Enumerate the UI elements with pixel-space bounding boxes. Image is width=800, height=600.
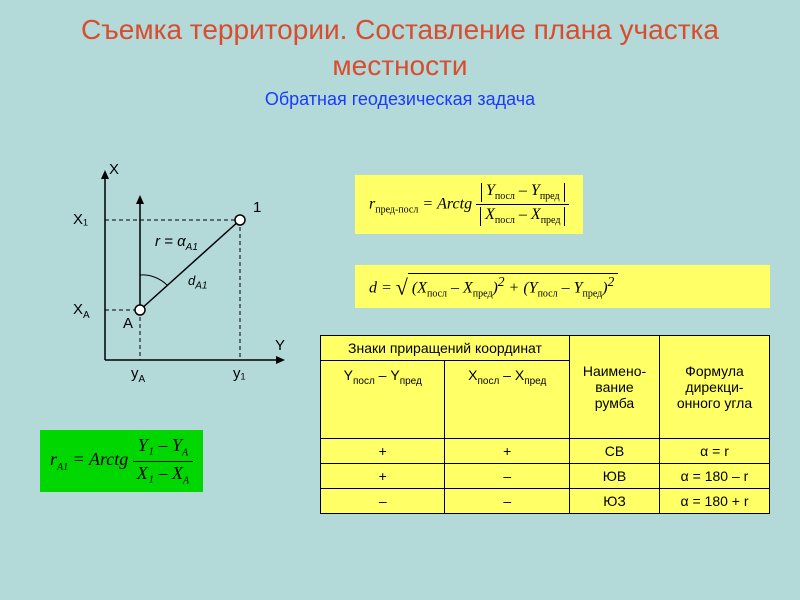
point-1: 1 <box>253 199 261 216</box>
subtitle: Обратная геодезическая задача <box>0 89 800 120</box>
th-dx: Xпосл – Xпред <box>445 361 570 439</box>
formula-green-rA1: rA1 = Arctg Y₁ – YA X₁ – XA <box>40 430 203 492</box>
table-row: ++СВα = r <box>321 439 770 464</box>
signs-table: Знаки приращений координат Наимено-вание… <box>320 335 770 514</box>
ya-label: yA <box>131 365 145 385</box>
th-dy: Yпосл – Yпред <box>321 361 445 439</box>
th-signs: Знаки приращений координат <box>321 336 570 361</box>
coord-diagram: X Y X₁ XA yA y₁ A 1 r = αA1 dA1 <box>55 165 295 385</box>
table-row: ––ЮЗα = 180 + r <box>321 489 770 514</box>
diagram-svg <box>55 165 295 385</box>
angle-label: r = αA1 <box>155 233 198 253</box>
formula-d-sqrt: d = √ (Xпосл – Xпред)2 + (Yпосл – Yпред)… <box>355 265 770 308</box>
dist-label: dA1 <box>188 273 207 292</box>
page-title: Съемка территории. Составление плана уча… <box>0 0 800 89</box>
x1-label: X₁ <box>73 211 88 228</box>
formula-r-arctg: rпред-посл = Arctg Yпосл – Yпред Xпосл –… <box>355 175 583 234</box>
y-axis-label: Y <box>275 337 285 354</box>
xa-label: XA <box>73 301 90 321</box>
x-axis-label: X <box>109 161 119 178</box>
table-row: +–ЮВα = 180 – r <box>321 464 770 489</box>
point-a: A <box>123 315 133 332</box>
y1-label: y₁ <box>233 365 246 382</box>
th-angle: Формула дирекци-онного угла <box>660 336 770 439</box>
th-rumb: Наимено-вание румба <box>570 336 660 439</box>
